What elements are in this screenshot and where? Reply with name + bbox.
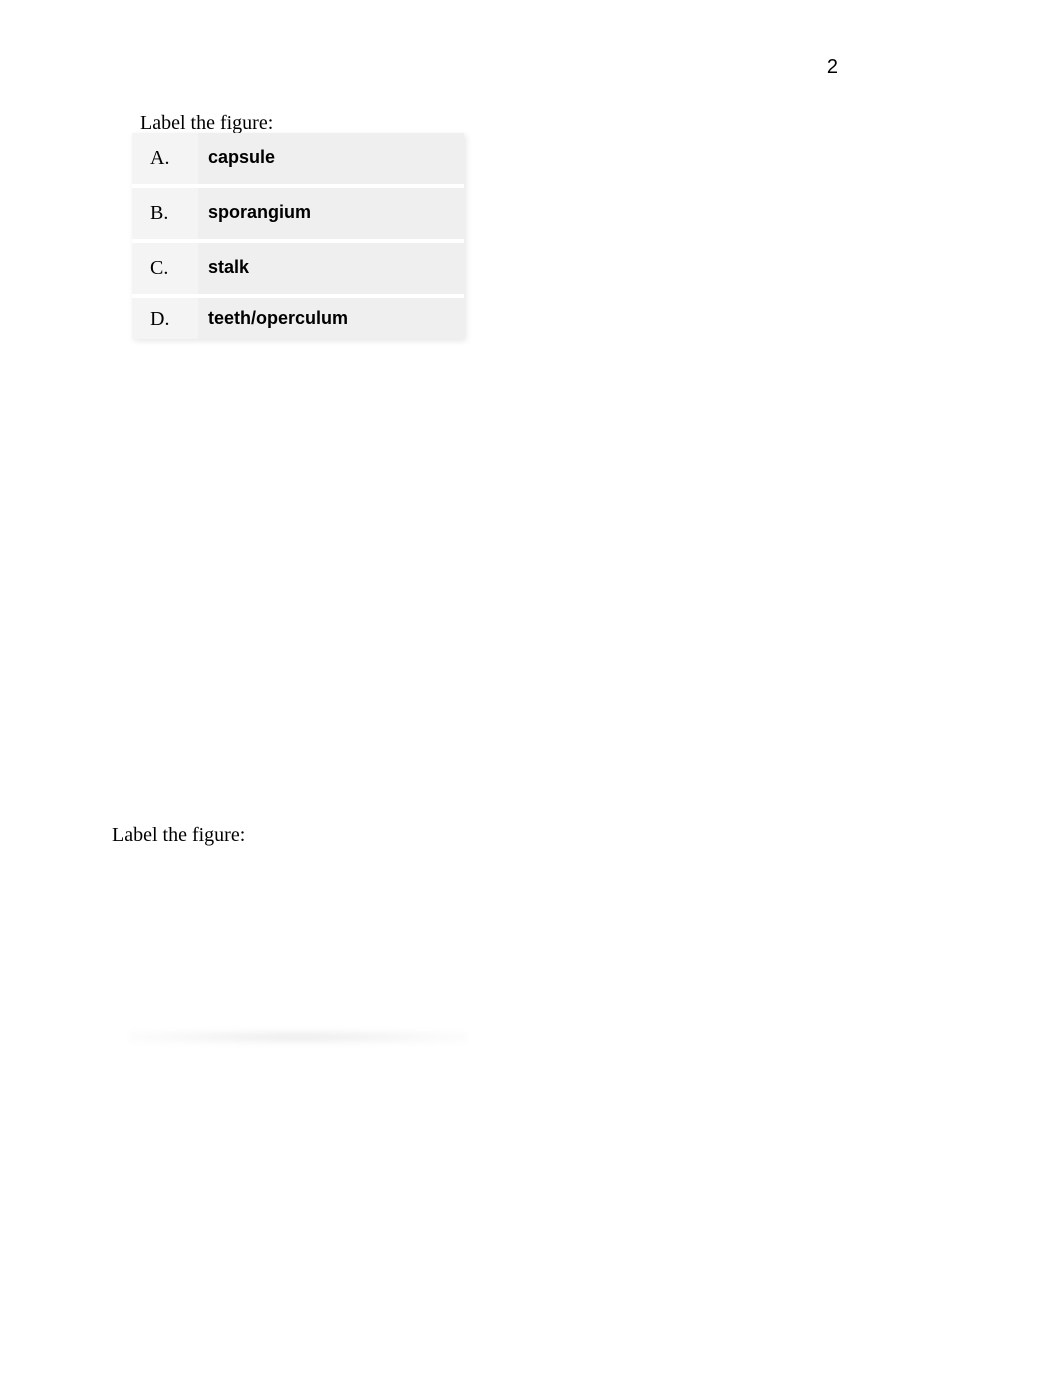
blur-shadow (130, 1030, 466, 1044)
table-row: B. sporangium (132, 188, 464, 241)
row-letter: C. (132, 243, 198, 296)
table-row: C. stalk (132, 243, 464, 296)
row-letter: A. (132, 133, 198, 186)
page-number: 2 (827, 56, 838, 79)
row-answer: teeth/operculum (198, 298, 464, 339)
label-figure-heading-1: Label the figure: (140, 112, 273, 135)
row-answer: sporangium (198, 188, 464, 241)
table-row: D. teeth/operculum (132, 298, 464, 339)
row-answer: capsule (198, 133, 464, 186)
table-row: A. capsule (132, 133, 464, 186)
row-letter: B. (132, 188, 198, 241)
row-letter: D. (132, 298, 198, 339)
label-table: A. capsule B. sporangium C. stalk D. tee… (132, 133, 464, 339)
row-answer: stalk (198, 243, 464, 296)
label-figure-heading-2: Label the figure: (112, 824, 245, 847)
